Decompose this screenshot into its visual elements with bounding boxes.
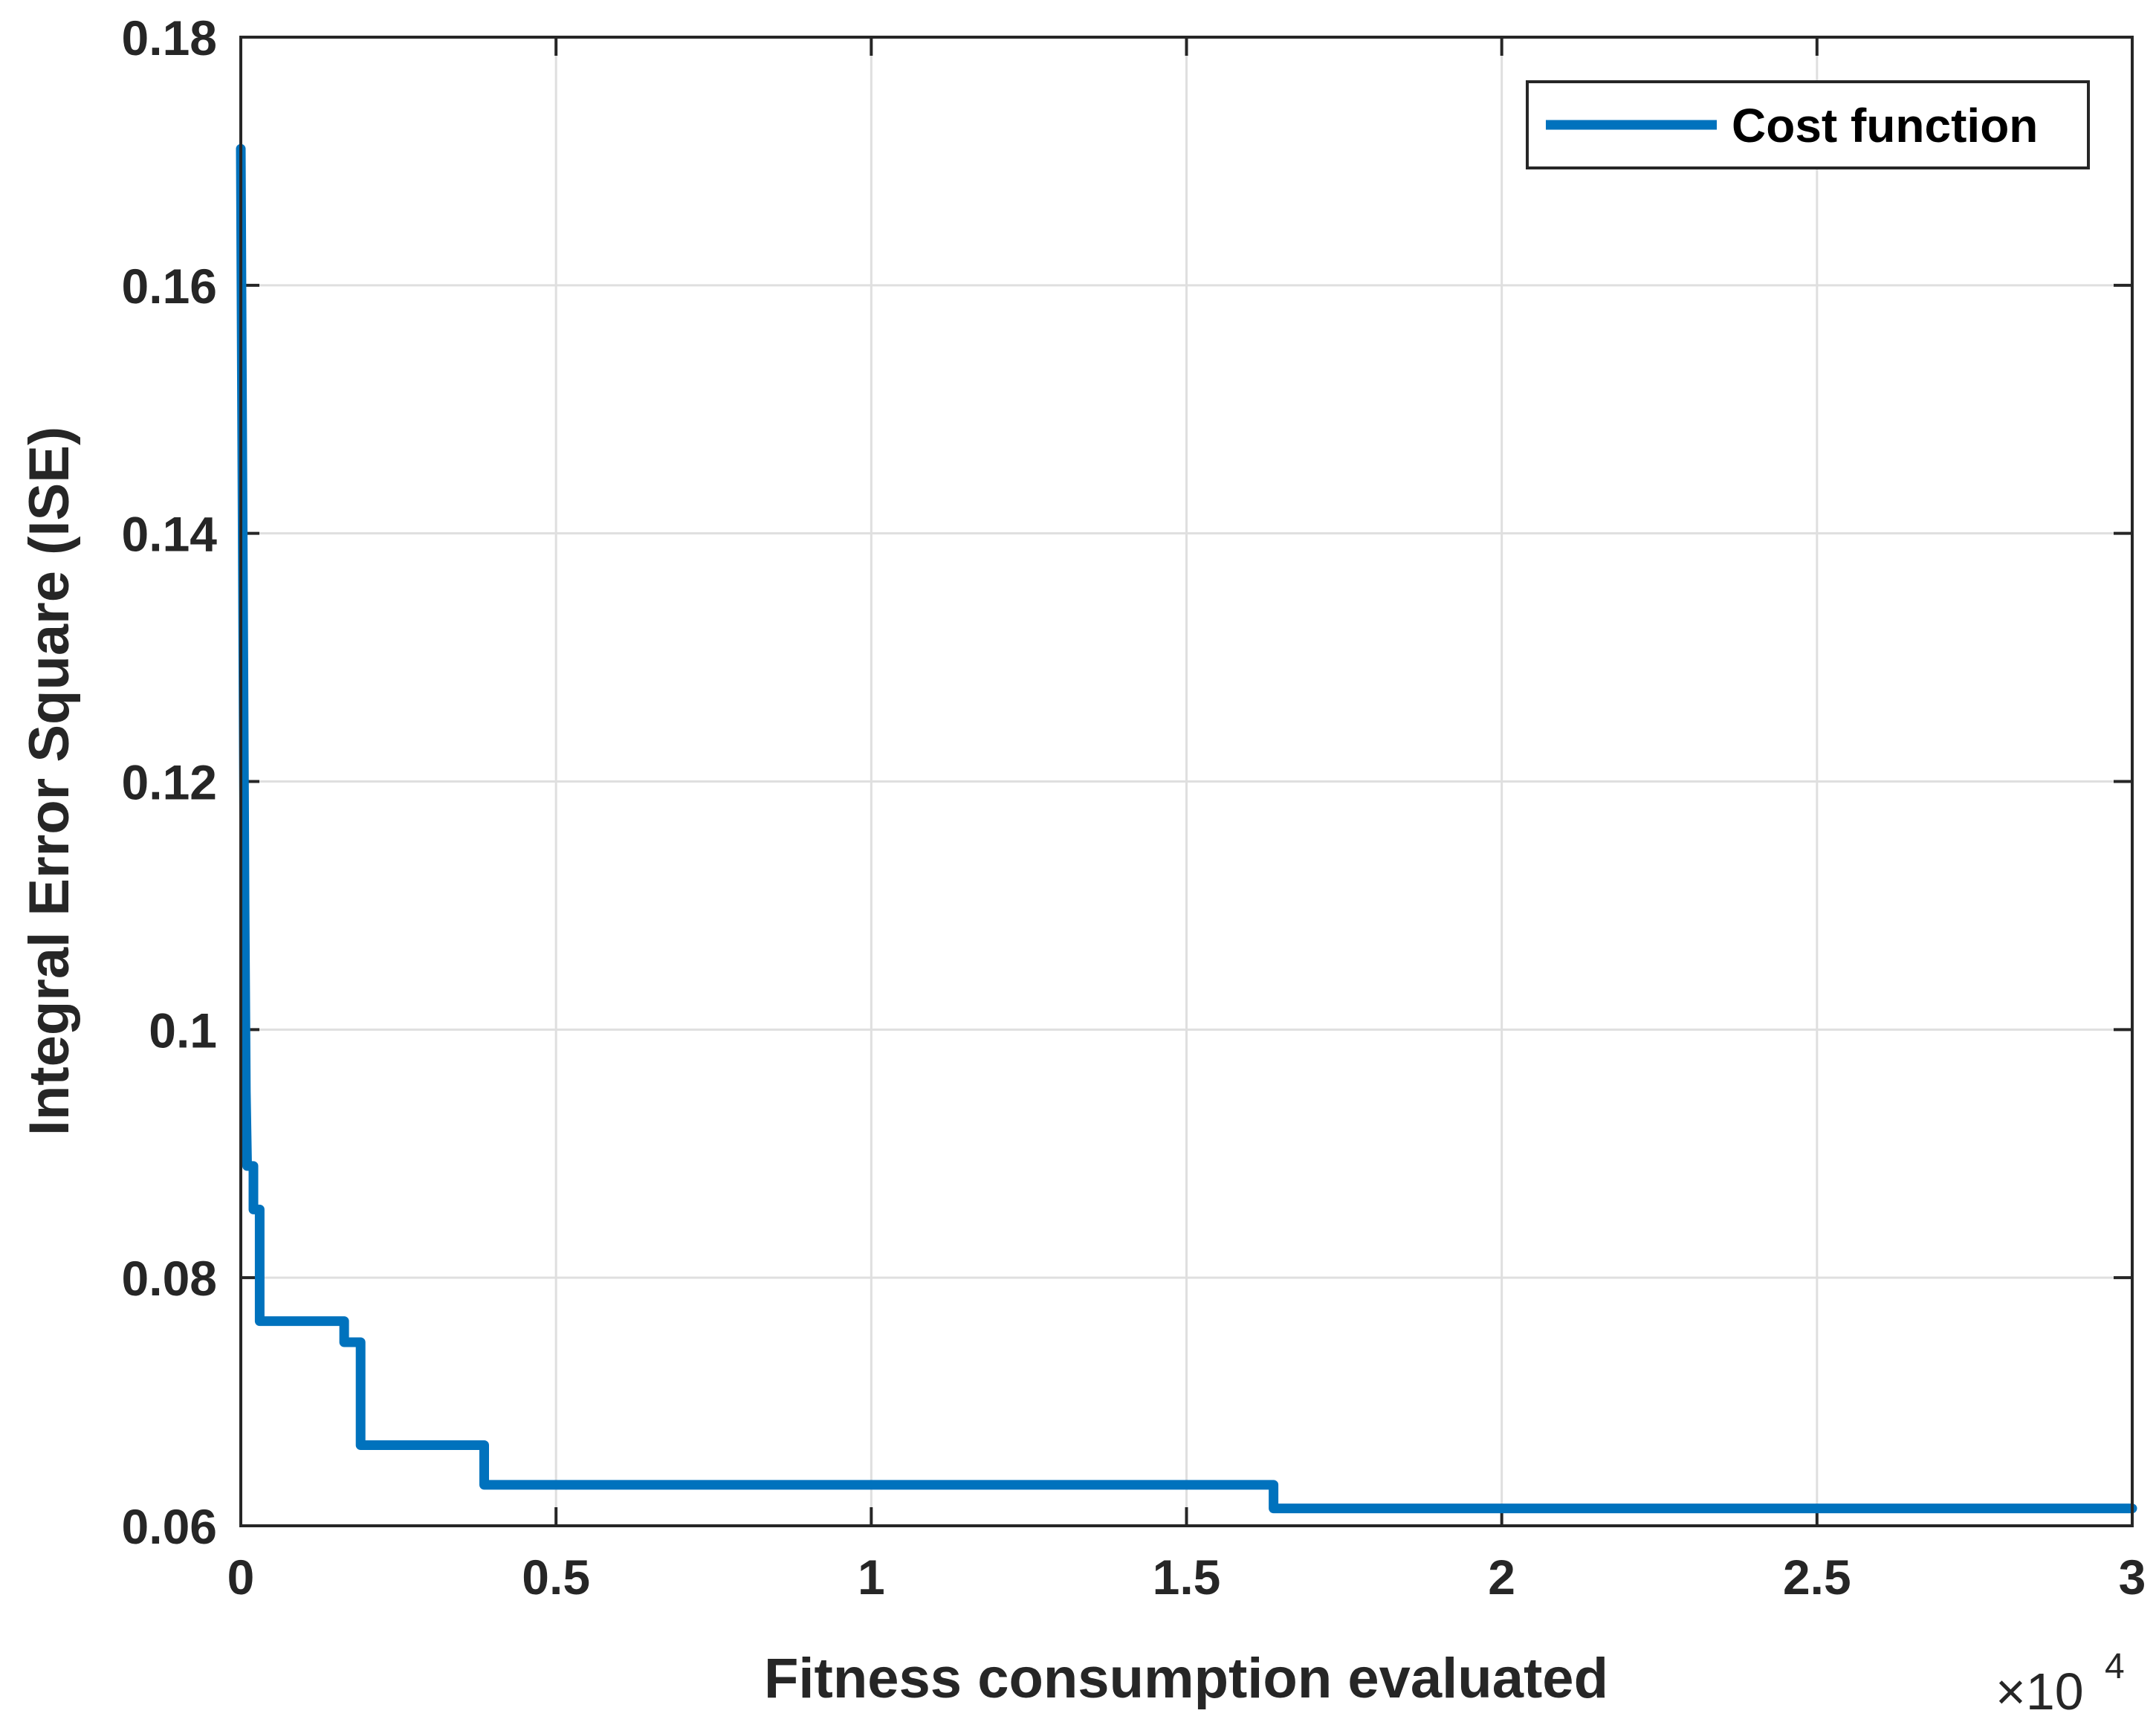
tick-labels: 0 0.5 1 1.5 2 2.5 3 0.06 0.08 0.1 0.12 0.14 0.16 0.18: [122, 10, 2146, 1605]
x-tick-label: 1.5: [1153, 1550, 1221, 1605]
x-tick-label: 1: [858, 1550, 885, 1605]
legend: Cost function: [1526, 80, 2090, 169]
x-tick-label: 3: [2119, 1550, 2146, 1605]
y-tick-label: 0.1: [149, 1003, 217, 1058]
series-layer: [236, 143, 2137, 1514]
legend-label: Cost function: [1732, 99, 2038, 152]
grid: [241, 37, 2132, 1526]
y-tick-label: 0.08: [122, 1251, 217, 1306]
x-tick-label: 2: [1488, 1550, 1515, 1605]
y-tick-label: 0.06: [122, 1499, 217, 1554]
x-tick-label: 2.5: [1783, 1550, 1851, 1605]
y-tick-label: 0.14: [122, 507, 218, 562]
y-tick-label: 0.18: [122, 10, 217, 65]
x-multiplier-exponent: 4: [2105, 1647, 2125, 1686]
x-multiplier-base: ×10: [1995, 1663, 2084, 1721]
y-tick-label: 0.16: [122, 259, 217, 314]
y-axis-title: Integral Error Square (ISE): [18, 427, 81, 1136]
x-tick-label: 0.5: [522, 1550, 590, 1605]
y-tick-label: 0.12: [122, 755, 217, 810]
x-axis-title: Fitness consumption evaluated: [764, 1647, 1608, 1710]
x-multiplier: ×10 4: [1995, 1647, 2125, 1721]
plot-frame: [239, 36, 2134, 1527]
series-line-cost-function: [236, 143, 2137, 1514]
x-tick-label: 0: [227, 1550, 255, 1605]
